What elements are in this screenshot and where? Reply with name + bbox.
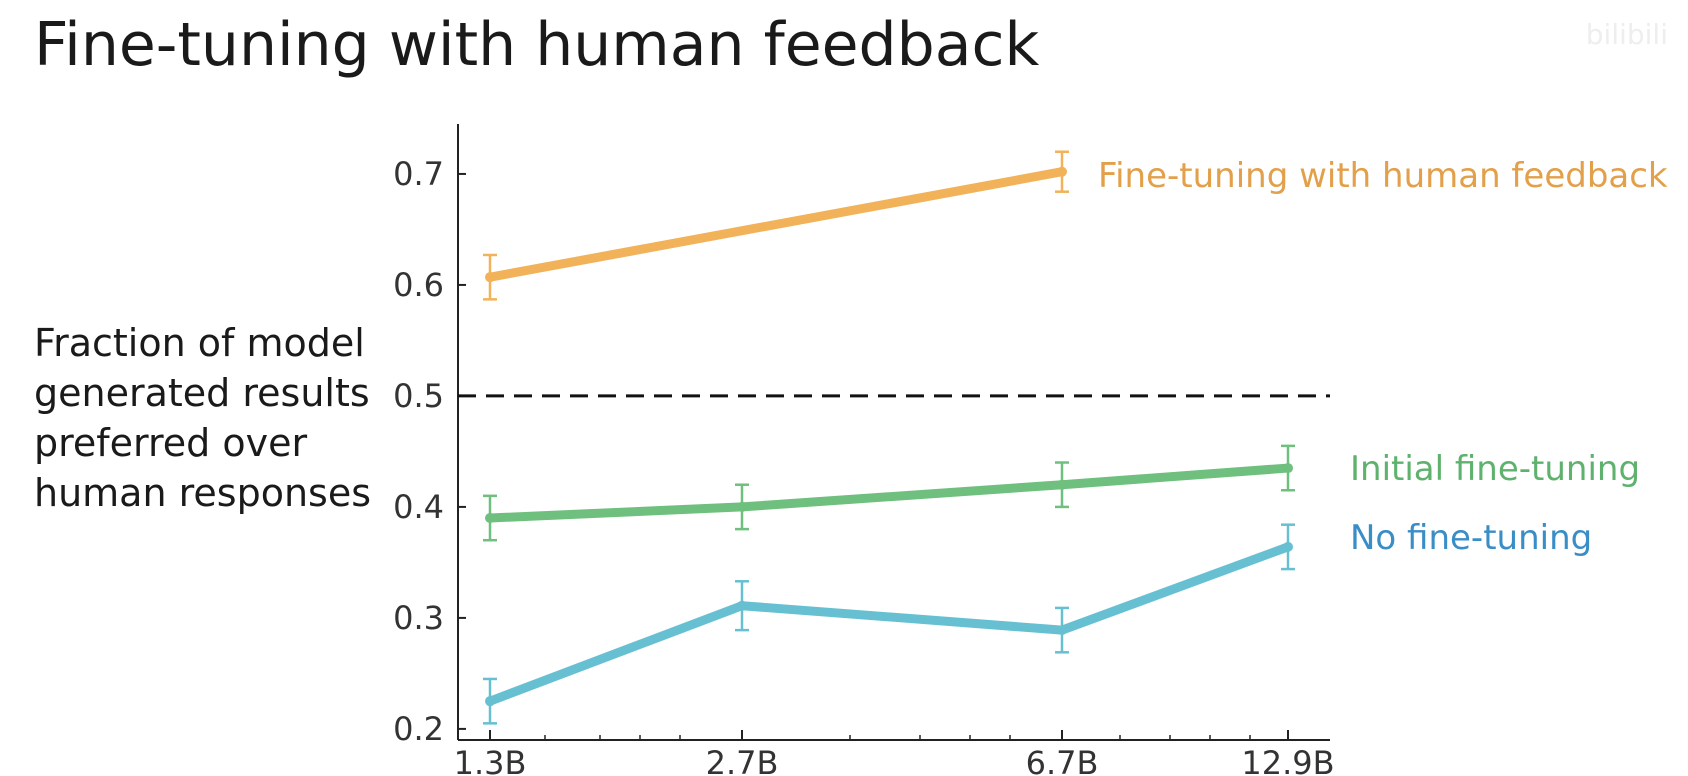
series-label: Initial fine-tuning [1350, 449, 1640, 489]
y-tick-label: 0.6 [393, 266, 444, 304]
watermark-logo: bilibili [1585, 18, 1668, 51]
y-axis-label-line-3: preferred over [34, 421, 308, 465]
x-tick-label: 1.3B [454, 744, 527, 776]
y-axis-label-line-1: Fraction of model [34, 321, 365, 365]
y-axis-label-line-2: generated results [34, 371, 370, 415]
chart-axes: 0.2 0.3 0.4 0.5 0.6 0.7 1.3B 2.7B 6.7B 12.9B [393, 124, 1335, 776]
data-point [1057, 625, 1067, 636]
data-point [737, 501, 747, 512]
series-label: No fine-tuning [1350, 518, 1592, 558]
data-point [485, 272, 495, 283]
y-axis-label-line-4: human responses [34, 471, 372, 515]
x-tick-label: 6.7B [1026, 744, 1099, 776]
y-tick-label: 0.4 [393, 488, 444, 526]
data-point [485, 513, 495, 524]
series-label: Fine-tuning with human feedback [1098, 156, 1668, 196]
y-tick-label: 0.3 [393, 599, 444, 637]
y-tick-label: 0.2 [393, 710, 444, 748]
data-point [1283, 541, 1293, 552]
series-label-group: Fine-tuning with human feedback Initial f… [1098, 156, 1668, 558]
series-group [483, 150, 1295, 725]
x-tick-label: 12.9B [1241, 744, 1334, 776]
data-point [1057, 479, 1067, 490]
data-point [1283, 463, 1293, 474]
data-point [485, 696, 495, 707]
series-line [485, 167, 1067, 282]
series-line [485, 463, 1293, 523]
data-point [1057, 166, 1067, 177]
y-tick-label: 0.7 [393, 155, 444, 193]
slide-title: Fine-tuning with human feedback [34, 10, 1040, 80]
x-tick-label: 2.7B [706, 744, 779, 776]
series-line [485, 542, 1293, 706]
y-tick-label: 0.5 [393, 377, 444, 415]
data-point [737, 600, 747, 611]
y-axis-label: Fraction of model generated results pref… [34, 318, 371, 518]
